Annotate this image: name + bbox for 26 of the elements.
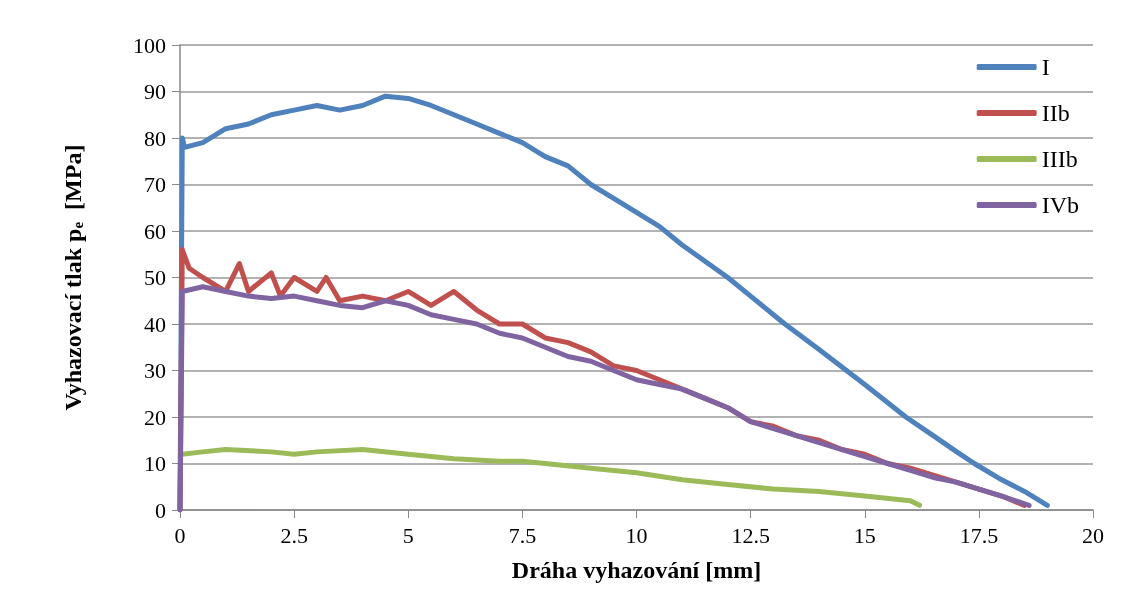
y-tick-label: 50 bbox=[144, 265, 166, 290]
y-tick-label: 90 bbox=[144, 79, 166, 104]
legend-label: IIb bbox=[1041, 100, 1070, 126]
x-tick-label: 17.5 bbox=[959, 522, 999, 548]
y-tick-label: 60 bbox=[144, 218, 166, 244]
x-tick-label: 2.5 bbox=[280, 522, 308, 548]
y-tick-label: 10 bbox=[144, 451, 166, 476]
legend-label: IIIb bbox=[1041, 146, 1078, 172]
x-tick-label: 12.5 bbox=[731, 522, 770, 548]
x-axis-title: Dráha vyhazování [mm] bbox=[511, 557, 762, 583]
x-tick-label: 20 bbox=[1082, 522, 1104, 548]
legend-label: IVb bbox=[1041, 192, 1079, 218]
x-tick-label: 10 bbox=[625, 522, 648, 548]
y-axis-title: Vyhazovací tlak pe [MPa] bbox=[59, 144, 86, 411]
x-tick-label: 0 bbox=[174, 522, 186, 548]
y-tick-label: 20 bbox=[144, 404, 166, 430]
legend-label: I bbox=[1041, 54, 1050, 80]
y-tick-label: 80 bbox=[144, 125, 166, 151]
y-tick-label: 70 bbox=[144, 172, 166, 197]
y-tick-label: 40 bbox=[144, 311, 166, 337]
x-tick-label: 15 bbox=[853, 522, 876, 548]
x-tick-label: 5 bbox=[402, 522, 414, 548]
y-tick-label: 30 bbox=[144, 358, 166, 383]
y-tick-label: 100 bbox=[133, 32, 166, 58]
x-tick-label: 7.5 bbox=[508, 522, 537, 548]
y-tick-label: 0 bbox=[155, 497, 166, 523]
